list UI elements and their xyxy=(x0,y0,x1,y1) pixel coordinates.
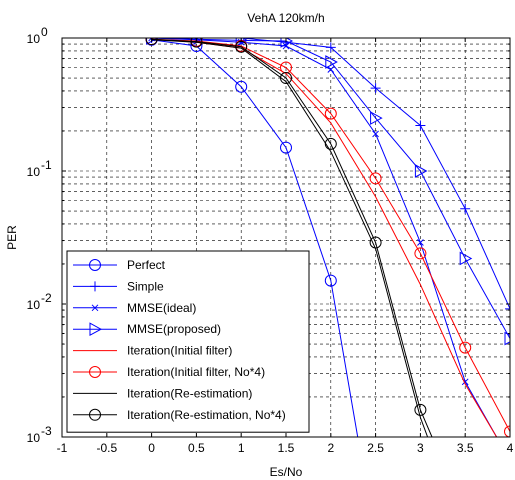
data-point xyxy=(370,111,383,125)
data-point xyxy=(325,42,336,53)
legend-label: Iteration(Re-estimation) xyxy=(127,386,252,400)
data-point xyxy=(505,303,510,314)
legend-marker xyxy=(90,281,100,292)
legend-marker xyxy=(89,322,103,337)
x-tick-label: 1 xyxy=(238,441,245,455)
y-tick-exponent: -1 xyxy=(41,158,52,172)
data-point xyxy=(417,239,424,246)
x-tick-label: 0 xyxy=(148,441,155,455)
legend-marker xyxy=(91,304,99,312)
data-point xyxy=(414,247,427,260)
x-tick-label: 2.5 xyxy=(367,441,384,455)
x-tick-label: 3 xyxy=(417,441,424,455)
data-point xyxy=(282,42,290,50)
legend-marker xyxy=(89,408,101,421)
y-tick-base: 10 xyxy=(27,165,41,179)
x-tick-label: 4 xyxy=(507,441,514,455)
x-tick-label: 1.5 xyxy=(278,441,295,455)
x-tick-label: 3.5 xyxy=(457,441,474,455)
data-point xyxy=(372,130,379,138)
data-point xyxy=(280,38,294,48)
data-point xyxy=(459,341,472,354)
legend-label: Iteration(Re-estimation, No*4) xyxy=(127,408,286,422)
legend: Perfect Simple MMSE(ideal) MMSE(proposed) It… xyxy=(66,250,310,433)
y-tick-base: 10 xyxy=(27,32,41,46)
data-point xyxy=(327,66,335,73)
legend-marker xyxy=(89,259,101,271)
data-point xyxy=(414,403,427,416)
legend-item: MMSE(proposed) xyxy=(73,322,221,336)
y-tick-exponent: -2 xyxy=(41,291,52,305)
legend-box xyxy=(66,250,310,433)
series-layer xyxy=(145,38,510,437)
data-point xyxy=(190,38,203,48)
y-tick-label: 10 -2 xyxy=(27,291,52,312)
data-point xyxy=(324,107,337,120)
x-tick-label: 2 xyxy=(327,441,334,455)
data-point xyxy=(414,164,428,178)
legend-label: Iteration(Initial filter, No*4) xyxy=(127,365,265,379)
series-line xyxy=(151,39,429,437)
y-tick-exponent: 0 xyxy=(41,25,48,39)
legend-item: MMSE(ideal) xyxy=(73,301,196,315)
legend-item: Iteration(Re-estimation, No*4) xyxy=(73,408,286,422)
data-point xyxy=(504,425,510,437)
data-point xyxy=(460,203,471,214)
y-tick-exponent: -3 xyxy=(41,424,52,438)
legend-label: MMSE(proposed) xyxy=(127,322,221,336)
y-tick-label: 10 -3 xyxy=(27,424,52,445)
data-point xyxy=(145,38,158,46)
series-6 xyxy=(151,39,429,437)
legend-item: Iteration(Initial filter) xyxy=(73,344,232,358)
data-point xyxy=(324,137,337,150)
series-line xyxy=(151,38,510,432)
series-line xyxy=(151,38,510,339)
y-axis-label: PER xyxy=(5,225,19,250)
x-tick-label: -1 xyxy=(57,441,68,455)
y-tick-label: 10 -1 xyxy=(27,158,52,179)
series-7 xyxy=(145,38,433,437)
series-line xyxy=(151,38,433,437)
legend-label: MMSE(ideal) xyxy=(127,301,196,315)
legend-label: Iteration(Initial filter) xyxy=(127,344,232,358)
legend-item: Simple xyxy=(73,279,164,293)
y-tick-base: 10 xyxy=(27,298,41,312)
y-tick-base: 10 xyxy=(27,431,41,445)
data-point xyxy=(504,331,510,346)
x-tick-label: -0.5 xyxy=(96,441,117,455)
data-point xyxy=(369,236,382,249)
data-point xyxy=(235,38,249,48)
legend-item: Iteration(Re-estimation) xyxy=(73,386,252,400)
series-line xyxy=(151,39,359,437)
data-point xyxy=(369,172,382,185)
legend-item: Iteration(Initial filter, No*4) xyxy=(73,365,265,379)
data-point xyxy=(459,251,473,266)
data-point xyxy=(280,72,292,85)
data-point xyxy=(235,80,248,93)
data-point xyxy=(325,55,338,69)
legend-marker xyxy=(89,366,101,378)
legend-label: Simple xyxy=(127,279,164,293)
legend-item: Perfect xyxy=(73,258,166,272)
y-tick-label: 10 0 xyxy=(27,25,48,46)
x-tick-label: 0.5 xyxy=(188,441,205,455)
chart-title: VehA 120km/h xyxy=(247,11,324,25)
data-point xyxy=(415,120,426,131)
data-point xyxy=(280,141,292,154)
x-axis-label: Es/No xyxy=(270,465,303,479)
legend-label: Perfect xyxy=(127,258,166,272)
data-point xyxy=(324,274,337,287)
data-point xyxy=(370,83,381,94)
